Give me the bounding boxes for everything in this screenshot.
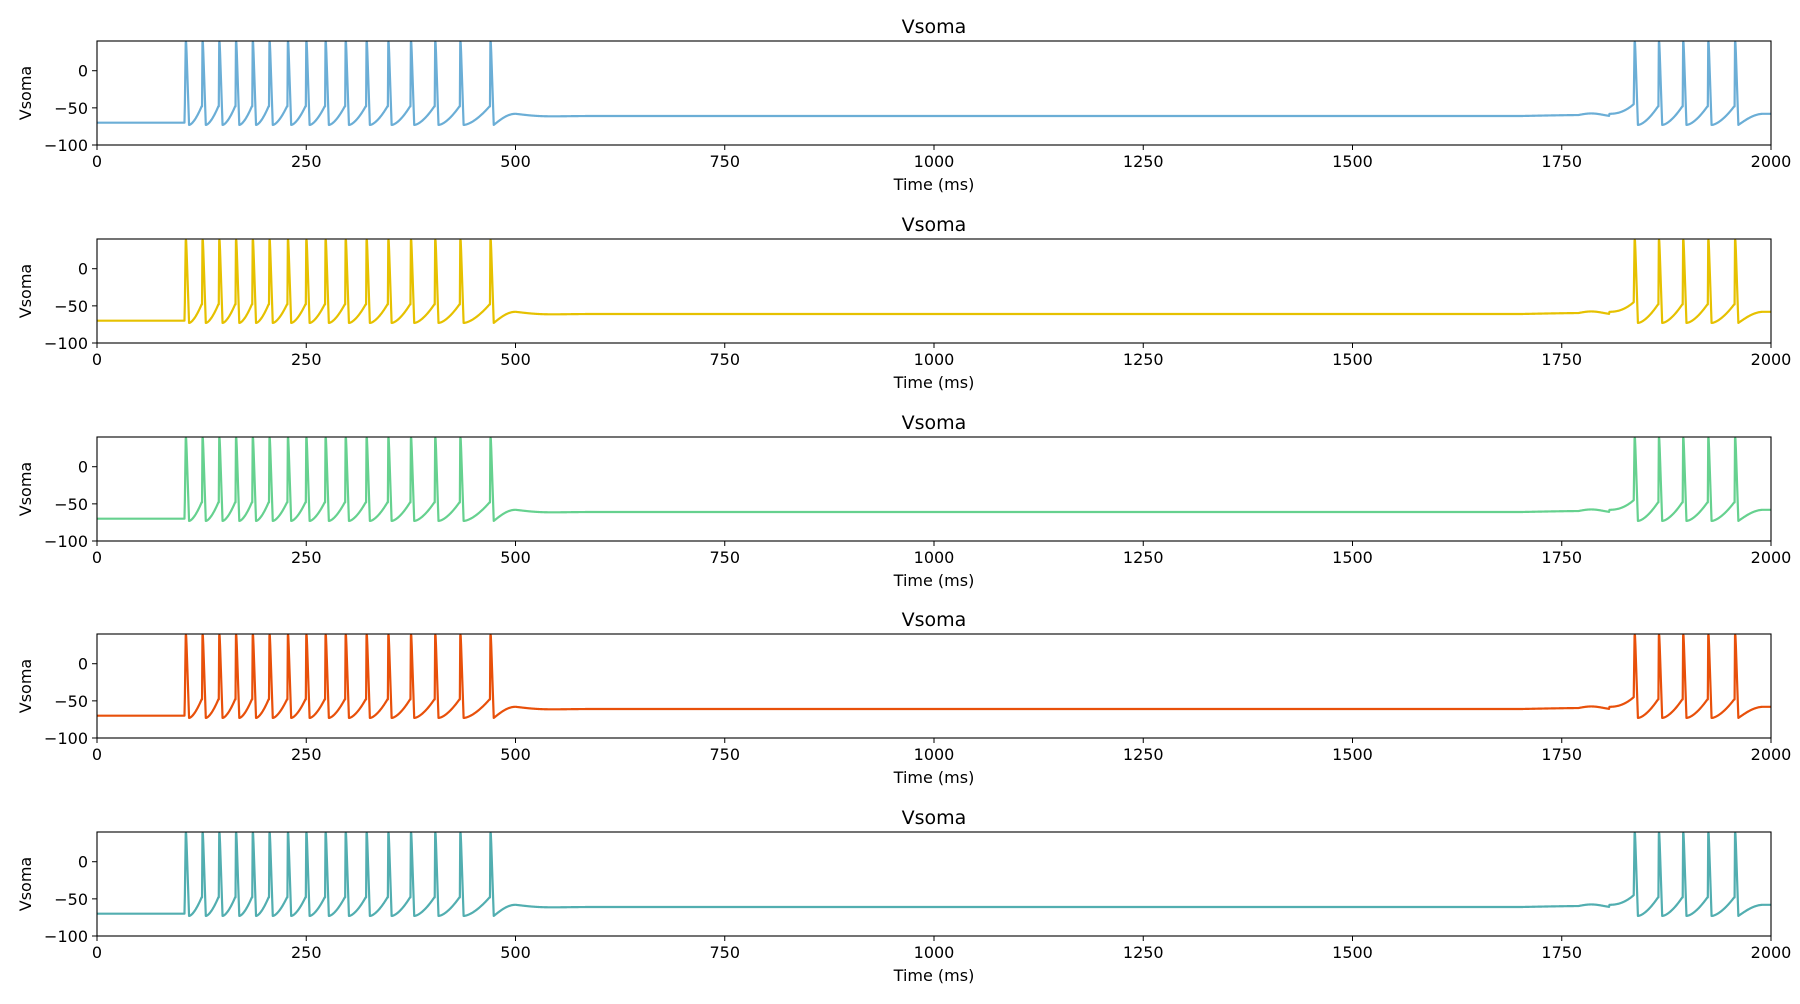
y-tick-label: 0 [78,458,88,477]
x-tick-label: 0 [92,745,102,764]
vsoma-trace-line [97,239,1771,325]
x-tick-label: 1500 [1332,943,1373,962]
y-tick-label: −50 [54,99,88,118]
x-tick-label: 2000 [1751,548,1792,567]
y-tick-label: 0 [78,853,88,872]
y-tick-label: 0 [78,260,88,279]
x-tick-label: 1000 [914,152,955,171]
y-tick-label: 0 [78,62,88,81]
x-tick-label: 500 [500,350,531,369]
x-tick-label: 750 [709,548,740,567]
x-tick-label: 1000 [914,943,955,962]
x-tick-label: 1750 [1541,548,1582,567]
x-tick-label: 500 [500,548,531,567]
x-tick-label: 500 [500,152,531,171]
x-tick-label: 0 [92,350,102,369]
x-tick-label: 750 [709,745,740,764]
x-axis-label: Time (ms) [893,768,975,787]
vsoma-trace-line [97,41,1771,127]
x-axis-label: Time (ms) [893,966,975,985]
vsoma-trace-line [97,437,1771,523]
x-tick-label: 0 [92,152,102,171]
vsoma-trace-line [97,634,1771,720]
y-tick-label: 0 [78,655,88,674]
y-axis-label: Vsoma [16,264,35,318]
subplot-title: Vsoma [902,214,967,236]
x-tick-label: 2000 [1751,943,1792,962]
y-tick-label: −100 [44,136,88,155]
y-tick-label: −50 [54,692,88,711]
x-tick-label: 1500 [1332,350,1373,369]
y-tick-label: −50 [54,890,88,909]
x-tick-label: 2000 [1751,745,1792,764]
x-axis-label: Time (ms) [893,571,975,590]
y-axis-label: Vsoma [16,462,35,516]
x-tick-label: 1250 [1123,548,1164,567]
x-tick-label: 1250 [1123,943,1164,962]
y-tick-label: −50 [54,297,88,316]
y-axis-label: Vsoma [16,659,35,713]
x-axis-label: Time (ms) [893,175,975,194]
x-tick-label: 0 [92,943,102,962]
x-tick-label: 250 [291,745,322,764]
subplot-title: Vsoma [902,609,967,631]
subplot-1: Vsoma 0 250 500 750 1000 1250 1500 1750 2000 −100 −… [16,16,1791,194]
y-axis-label: Vsoma [16,857,35,911]
y-tick-label: −100 [44,927,88,946]
x-tick-label: 1750 [1541,943,1582,962]
subplot-5: Vsoma 0 250 500 750 1000 1250 1500 1750 2000 −100 −… [16,807,1791,985]
x-tick-label: 750 [709,943,740,962]
x-tick-label: 1000 [914,745,955,764]
x-tick-label: 1000 [914,350,955,369]
x-tick-label: 250 [291,943,322,962]
y-tick-label: −50 [54,495,88,514]
x-tick-label: 0 [92,548,102,567]
subplot-title: Vsoma [902,16,967,38]
x-tick-label: 1500 [1332,548,1373,567]
x-tick-label: 250 [291,350,322,369]
x-tick-label: 1000 [914,548,955,567]
x-tick-label: 1250 [1123,745,1164,764]
x-tick-label: 2000 [1751,152,1792,171]
x-tick-label: 1500 [1332,745,1373,764]
x-tick-label: 500 [500,745,531,764]
subplot-3: Vsoma 0 250 500 750 1000 1250 1500 1750 2000 −100 −… [16,412,1791,590]
y-tick-label: −100 [44,334,88,353]
vsoma-trace-line [97,832,1771,918]
y-tick-label: −100 [44,532,88,551]
x-tick-label: 1250 [1123,350,1164,369]
x-tick-label: 1750 [1541,350,1582,369]
x-tick-label: 1250 [1123,152,1164,171]
x-tick-label: 750 [709,152,740,171]
x-tick-label: 1750 [1541,745,1582,764]
x-tick-label: 1750 [1541,152,1582,171]
x-tick-label: 1500 [1332,152,1373,171]
x-tick-label: 500 [500,943,531,962]
x-tick-label: 750 [709,350,740,369]
y-tick-label: −100 [44,729,88,748]
x-tick-label: 2000 [1751,350,1792,369]
x-tick-label: 250 [291,548,322,567]
subplot-title: Vsoma [902,807,967,829]
subplot-title: Vsoma [902,412,967,434]
subplot-2: Vsoma 0 250 500 750 1000 1250 1500 1750 2000 −100 −… [16,214,1791,392]
y-axis-label: Vsoma [16,66,35,120]
x-tick-label: 250 [291,152,322,171]
subplot-4: Vsoma 0 250 500 750 1000 1250 1500 1750 2000 −100 −… [16,609,1791,787]
x-axis-label: Time (ms) [893,373,975,392]
